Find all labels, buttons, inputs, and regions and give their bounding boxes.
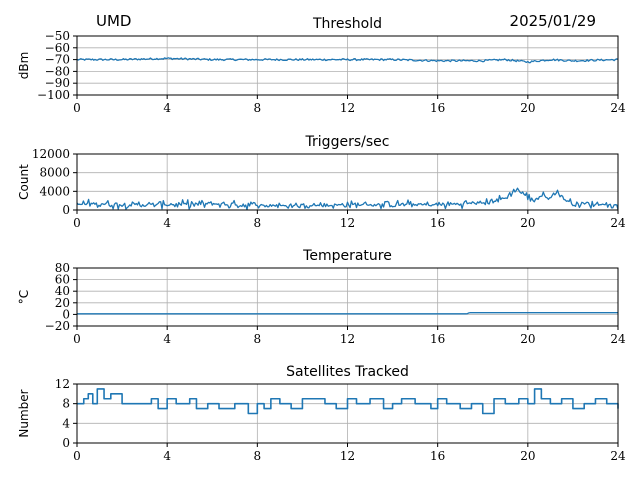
x-tick-label: 24 bbox=[610, 332, 626, 346]
x-tick-label: 12 bbox=[340, 449, 355, 463]
x-tick-label: 8 bbox=[254, 216, 262, 230]
y-tick-label: −60 bbox=[45, 41, 70, 55]
y-tick-label: 80 bbox=[55, 261, 70, 275]
y-tick-label: 4000 bbox=[39, 184, 70, 198]
station-label: UMD bbox=[96, 12, 132, 30]
x-tick-label: 8 bbox=[254, 449, 262, 463]
chart-title: Temperature bbox=[302, 248, 392, 264]
y-tick-label: 40 bbox=[55, 284, 70, 298]
y-tick-label: 0 bbox=[62, 203, 70, 217]
chart-panel-4: 0 4 8 12 16 20 24 12 8 4 0 Satellites Tracked Number bbox=[17, 364, 626, 463]
y-tick-label: −50 bbox=[45, 29, 70, 43]
x-tick-label: 0 bbox=[73, 449, 81, 463]
x-tick-label: 20 bbox=[520, 101, 535, 115]
y-tick-label: −90 bbox=[45, 76, 70, 90]
date-label: 2025/01/29 bbox=[509, 12, 596, 30]
y-axis-label: Count bbox=[17, 164, 31, 200]
y-tick-label: 0 bbox=[62, 307, 70, 321]
y-tick-label: 12000 bbox=[32, 147, 70, 161]
x-tick-label: 0 bbox=[73, 332, 81, 346]
x-tick-label: 4 bbox=[163, 101, 171, 115]
series-line bbox=[76, 57, 619, 64]
chart-panel-2: 0 4 8 12 16 20 24 12000 8000 4000 0 Triggers/sec Cou… bbox=[17, 134, 626, 230]
y-tick-label: 4 bbox=[62, 416, 70, 430]
x-tick-label: 4 bbox=[163, 449, 171, 463]
y-tick-label: −20 bbox=[45, 319, 70, 333]
x-tick-label: 8 bbox=[254, 101, 262, 115]
y-axis-label: Number bbox=[17, 389, 31, 437]
x-tick-label: 24 bbox=[610, 216, 626, 230]
y-tick-label: 8 bbox=[62, 397, 70, 411]
y-tick-label: 0 bbox=[62, 436, 70, 450]
chart-title: Triggers/sec bbox=[305, 134, 390, 150]
x-tick-label: 0 bbox=[73, 216, 81, 230]
chart-title: Threshold bbox=[312, 16, 382, 32]
x-tick-label: 12 bbox=[340, 332, 355, 346]
series-line bbox=[77, 388, 619, 415]
y-tick-label: 20 bbox=[55, 296, 70, 310]
y-tick-label: 12 bbox=[55, 377, 70, 391]
x-tick-label: 20 bbox=[520, 332, 535, 346]
x-tick-label: 16 bbox=[430, 216, 445, 230]
x-tick-label: 12 bbox=[340, 216, 355, 230]
chart-title: Satellites Tracked bbox=[286, 364, 409, 380]
x-tick-label: 0 bbox=[73, 101, 81, 115]
chart-panel-1: 0 4 8 12 16 20 24 −50−60−70−80−90−100 Threshold d… bbox=[17, 16, 626, 115]
x-tick-label: 24 bbox=[610, 101, 626, 115]
y-tick-label: −80 bbox=[45, 64, 70, 78]
series-line bbox=[76, 187, 619, 211]
x-tick-label: 4 bbox=[163, 332, 171, 346]
x-tick-label: 20 bbox=[520, 449, 535, 463]
x-tick-label: 12 bbox=[340, 101, 355, 115]
series-line bbox=[77, 312, 618, 315]
y-tick-label: 60 bbox=[55, 273, 70, 287]
x-tick-label: 24 bbox=[610, 449, 626, 463]
x-tick-label: 16 bbox=[430, 449, 445, 463]
x-tick-label: 8 bbox=[254, 332, 262, 346]
x-tick-label: 16 bbox=[430, 332, 445, 346]
y-tick-label: 8000 bbox=[39, 166, 70, 180]
y-tick-label: −100 bbox=[37, 88, 70, 102]
x-tick-label: 16 bbox=[430, 101, 445, 115]
y-tick-label: −70 bbox=[45, 53, 70, 67]
y-axis-label: dBm bbox=[17, 52, 31, 80]
y-axis-label: °C bbox=[17, 290, 31, 304]
x-tick-label: 20 bbox=[520, 216, 535, 230]
x-tick-label: 4 bbox=[163, 216, 171, 230]
